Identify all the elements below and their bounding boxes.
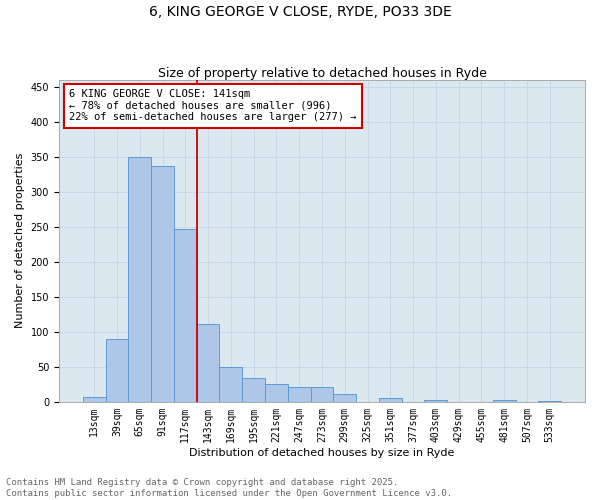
Bar [128, 156, 151, 402]
Text: 6, KING GEORGE V CLOSE, RYDE, PO33 3DE: 6, KING GEORGE V CLOSE, RYDE, PO33 3DE [149, 5, 451, 19]
Bar [197, 324, 220, 402]
Y-axis label: Number of detached properties: Number of detached properties [15, 153, 25, 328]
Text: Contains HM Land Registry data © Crown copyright and database right 2025.
Contai: Contains HM Land Registry data © Crown c… [6, 478, 452, 498]
Bar [379, 398, 401, 402]
Bar [242, 378, 265, 402]
Bar [83, 397, 106, 402]
Bar [493, 400, 515, 402]
X-axis label: Distribution of detached houses by size in Ryde: Distribution of detached houses by size … [189, 448, 455, 458]
Bar [334, 394, 356, 402]
Bar [174, 229, 197, 402]
Bar [220, 367, 242, 402]
Bar [106, 339, 128, 402]
Bar [538, 401, 561, 402]
Bar [424, 400, 447, 402]
Bar [311, 387, 334, 402]
Title: Size of property relative to detached houses in Ryde: Size of property relative to detached ho… [158, 66, 487, 80]
Bar [265, 384, 288, 402]
Bar [151, 166, 174, 402]
Bar [288, 387, 311, 402]
Text: 6 KING GEORGE V CLOSE: 141sqm
← 78% of detached houses are smaller (996)
22% of : 6 KING GEORGE V CLOSE: 141sqm ← 78% of d… [70, 89, 357, 122]
